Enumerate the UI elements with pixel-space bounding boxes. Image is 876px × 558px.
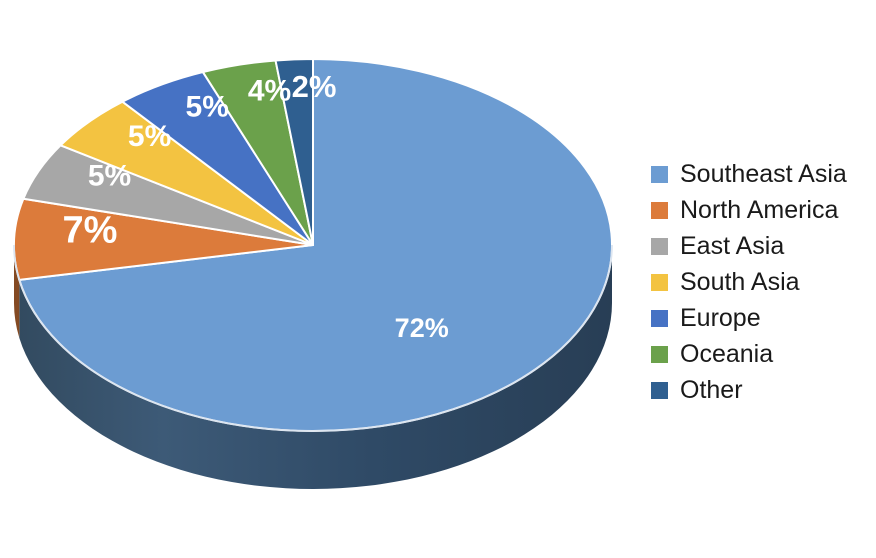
- legend-label-other: Other: [680, 375, 743, 404]
- pie-wall-southeast-asia: [19, 245, 613, 489]
- legend-label-east-asia: East Asia: [680, 231, 785, 260]
- legend-item-southeast-asia: Southeast Asia: [651, 156, 847, 192]
- pie-data-label-oceania: 4%: [248, 74, 291, 107]
- legend-swatch-southeast-asia: [651, 165, 668, 183]
- legend-item-north-america: North America: [651, 192, 847, 228]
- pie-data-label-east-asia: 5%: [88, 159, 131, 192]
- legend-swatch-other: [651, 381, 668, 399]
- pie-data-label-europe: 5%: [186, 90, 229, 123]
- legend-swatch-south-asia: [651, 273, 668, 291]
- legend-item-oceania: Oceania: [651, 336, 847, 372]
- legend-item-other: Other: [651, 372, 847, 408]
- legend-item-europe: Europe: [651, 300, 847, 336]
- pie-data-label-other: 2%: [292, 69, 337, 104]
- pie-slice-other: [274, 58, 314, 246]
- legend-swatch-oceania: [651, 345, 668, 363]
- legend-label-south-asia: South Asia: [680, 267, 800, 296]
- legend-label-europe: Europe: [680, 303, 761, 332]
- legend-swatch-east-asia: [651, 237, 668, 255]
- legend-swatch-north-america: [651, 201, 668, 219]
- legend-item-east-asia: East Asia: [651, 228, 847, 264]
- pie-data-label-north-america: 7%: [62, 209, 117, 251]
- pie-rim-highlight: [13, 244, 613, 432]
- legend-label-southeast-asia: Southeast Asia: [680, 159, 847, 188]
- pie-data-label-southeast-asia: 72%: [395, 313, 449, 343]
- legend-swatch-europe: [651, 309, 668, 327]
- pie-data-label-south-asia: 5%: [128, 120, 171, 153]
- legend-label-oceania: Oceania: [680, 339, 774, 368]
- chart-legend: Southeast Asia North America East Asia Sout…: [651, 156, 847, 408]
- legend-item-south-asia: South Asia: [651, 264, 847, 300]
- legend-label-north-america: North America: [680, 195, 839, 224]
